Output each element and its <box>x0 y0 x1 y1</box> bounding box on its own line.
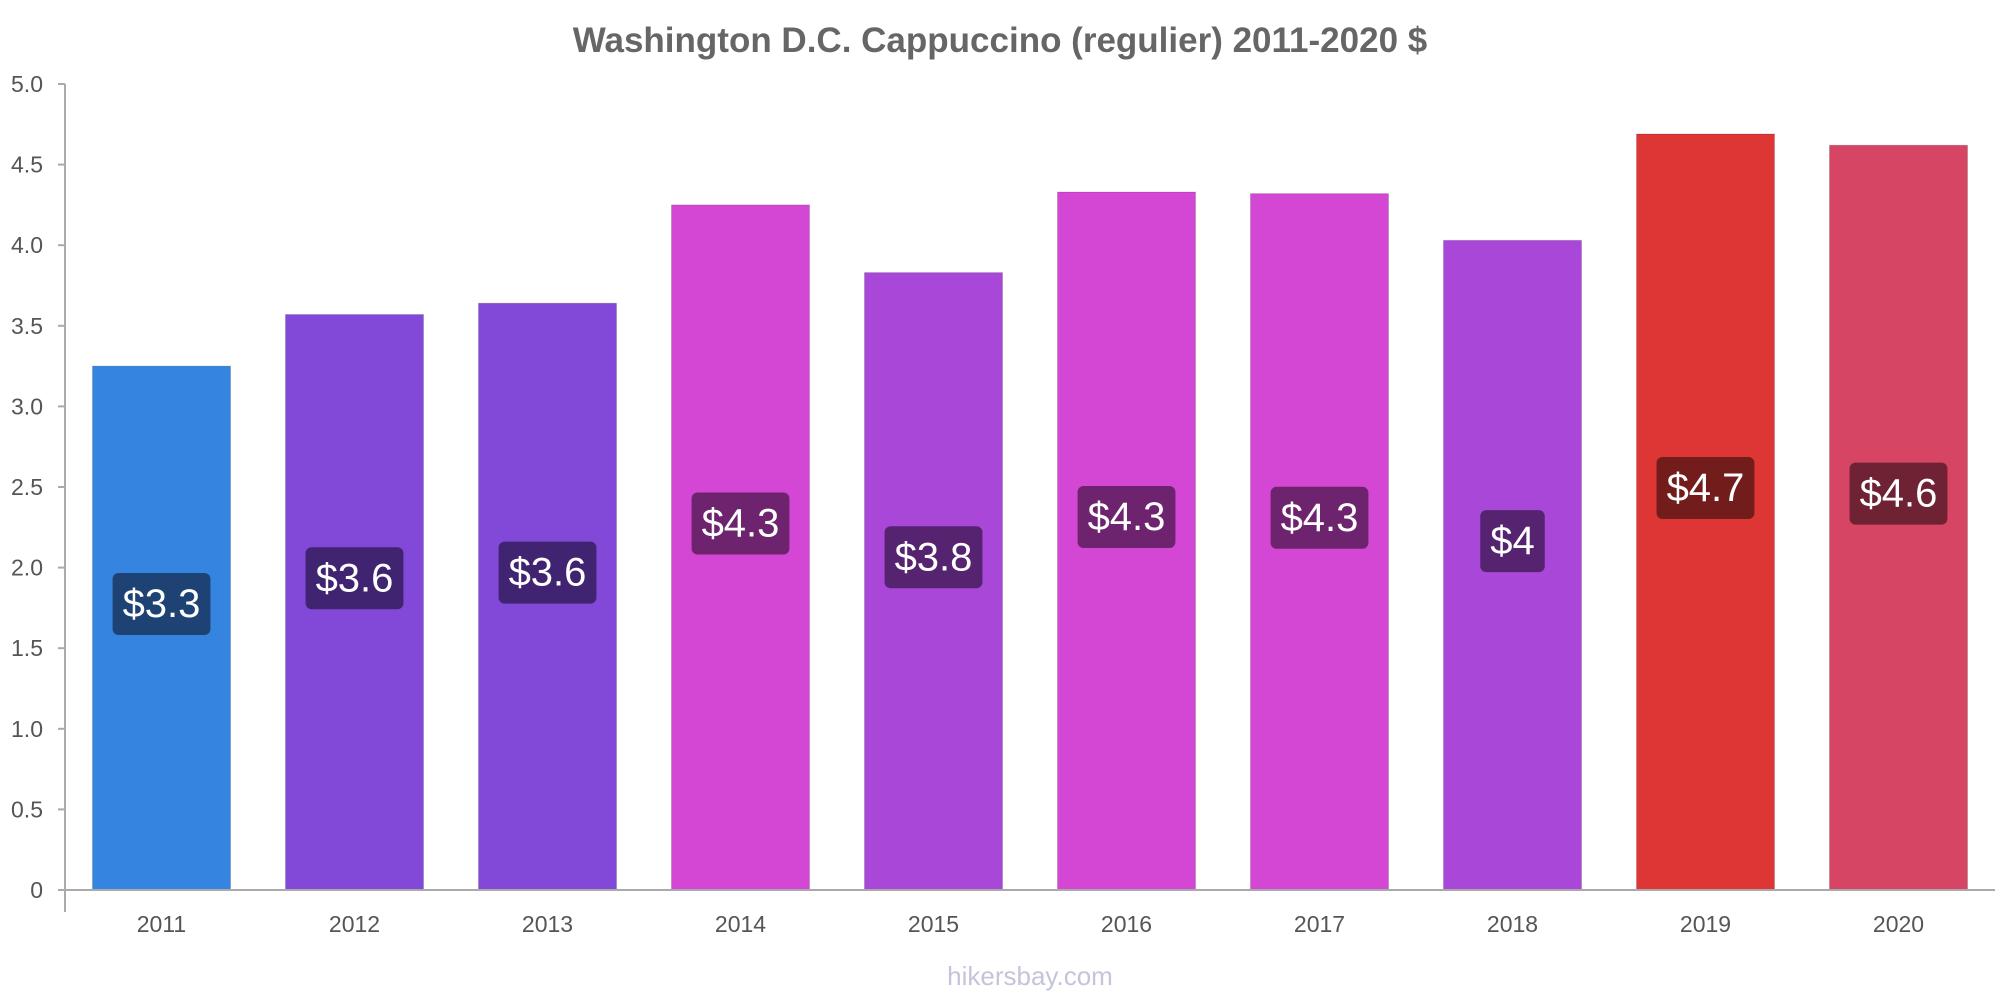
data-label-2012: $3.6 <box>305 547 404 610</box>
y-tick-label: 3.5 <box>11 313 43 339</box>
data-label-text: $4.3 <box>1088 495 1166 539</box>
data-label-2013: $3.6 <box>498 541 597 604</box>
y-tick-label: 1.5 <box>11 635 43 661</box>
data-label-bg <box>884 526 983 589</box>
data-label-2019: $4.7 <box>1656 456 1755 519</box>
data-label-2015: $3.8 <box>884 526 983 589</box>
x-tick-label: 2020 <box>1873 911 1924 937</box>
data-label-2011: $3.3 <box>112 573 211 636</box>
data-label-text: $4 <box>1490 519 1535 563</box>
data-label-2020: $4.6 <box>1849 462 1948 525</box>
x-tick-label: 2014 <box>715 911 766 937</box>
y-tick-label: 0 <box>30 877 43 903</box>
y-tick-label: 4.0 <box>11 232 43 258</box>
data-label-text: $3.8 <box>895 535 973 579</box>
y-tick-label: 2.0 <box>11 555 43 581</box>
chart-title: Washington D.C. Cappuccino (regulier) 20… <box>573 21 1427 60</box>
data-label-bg <box>1077 486 1176 549</box>
x-tick-label: 2015 <box>908 911 959 937</box>
data-label-bg <box>1480 510 1545 573</box>
x-tick-label: 2011 <box>137 911 186 937</box>
data-label-bg <box>1270 486 1369 549</box>
data-label-bg <box>1849 462 1948 525</box>
data-label-bg <box>498 541 597 604</box>
x-tick-label: 2016 <box>1101 911 1152 937</box>
y-tick-label: 5.0 <box>11 71 43 97</box>
data-label-2016: $4.3 <box>1077 486 1176 549</box>
y-tick-label: 3.0 <box>11 393 43 419</box>
data-label-text: $4.6 <box>1860 472 1938 516</box>
x-axis: 2011 2012 2013 2014 2015 2016 2017 2018 2019 2020 <box>65 889 1995 937</box>
data-label-bg <box>305 547 404 610</box>
data-label-bg <box>112 573 211 636</box>
x-tick-label: 2013 <box>522 911 573 937</box>
y-axis: 0 0.5 1.0 1.5 2.0 2.5 3.0 3.5 4.0 4.5 5.0 <box>11 71 66 912</box>
y-tick-label: 2.5 <box>11 474 43 500</box>
data-label-2018: $4 <box>1480 510 1545 573</box>
y-tick-label: 0.5 <box>11 796 43 822</box>
data-label-text: $3.6 <box>316 556 394 600</box>
data-label-bg <box>691 492 790 555</box>
y-tick-label: 1.0 <box>11 716 43 742</box>
x-tick-label: 2012 <box>329 911 380 937</box>
data-label-2017: $4.3 <box>1270 486 1369 549</box>
data-label-text: $4.3 <box>702 501 780 545</box>
data-label-bg <box>1656 456 1755 519</box>
watermark: hikersbay.com <box>947 961 1113 991</box>
data-label-text: $3.3 <box>123 582 201 626</box>
x-tick-label: 2017 <box>1294 911 1345 937</box>
data-label-text: $4.7 <box>1667 466 1745 510</box>
x-tick-label: 2018 <box>1487 911 1538 937</box>
x-tick-label: 2019 <box>1680 911 1731 937</box>
data-labels: $3.3 $3.6 $3.6 $4.3 $3.8 $4.3 $4.3 $4 $4.7 $4.6 <box>112 456 1948 636</box>
data-label-2014: $4.3 <box>691 492 790 555</box>
y-tick-label: 4.5 <box>11 152 43 178</box>
data-label-text: $3.6 <box>509 551 587 595</box>
data-label-text: $4.3 <box>1281 496 1359 540</box>
